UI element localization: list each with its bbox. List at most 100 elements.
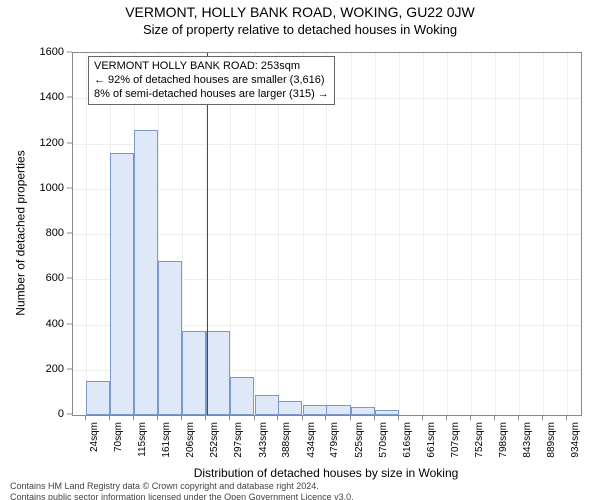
infobox-line2: ← 92% of detached houses are smaller (3,…: [94, 74, 329, 88]
x-tick-label: 707sqm: [450, 422, 461, 472]
y-tick-label: 1200: [0, 137, 64, 149]
x-tick-mark: [85, 415, 86, 420]
x-tick-label: 798sqm: [498, 422, 509, 472]
gridline-v: [351, 53, 352, 415]
histogram-bar: [351, 407, 375, 415]
histogram-bar: [110, 153, 134, 415]
chart-plot-area: [72, 52, 582, 416]
x-tick-label: 297sqm: [233, 422, 244, 472]
histogram-bar: [134, 130, 158, 415]
y-tick-label: 1000: [0, 182, 64, 194]
credits: Contains HM Land Registry data © Crown c…: [10, 481, 354, 500]
x-tick-label: 525sqm: [354, 422, 365, 472]
y-tick-mark: [67, 187, 72, 188]
gridline-v: [375, 53, 376, 415]
histogram-bar: [326, 405, 350, 415]
histogram-bar: [255, 395, 279, 415]
x-tick-mark: [398, 415, 399, 420]
gridline-v: [567, 53, 568, 415]
x-tick-mark: [350, 415, 351, 420]
gridline-v: [519, 53, 520, 415]
gridline-v: [86, 53, 87, 415]
gridline-v: [543, 53, 544, 415]
credits-line1: Contains HM Land Registry data © Crown c…: [10, 481, 354, 491]
x-tick-mark: [566, 415, 567, 420]
x-axis-label: Distribution of detached houses by size …: [72, 466, 580, 480]
x-tick-label: 206sqm: [185, 422, 196, 472]
y-tick-mark: [67, 97, 72, 98]
x-tick-label: 934sqm: [570, 422, 581, 472]
x-tick-mark: [494, 415, 495, 420]
x-tick-label: 115sqm: [137, 422, 148, 472]
gridline-v: [495, 53, 496, 415]
x-tick-label: 70sqm: [113, 422, 124, 472]
chart-title-sub: Size of property relative to detached ho…: [0, 22, 600, 37]
histogram-bar: [375, 410, 399, 415]
histogram-bar: [230, 377, 254, 415]
y-tick-label: 0: [0, 408, 64, 420]
gridline-v: [255, 53, 256, 415]
histogram-bar: [303, 405, 327, 415]
gridline-v: [303, 53, 304, 415]
y-tick-label: 1400: [0, 91, 64, 103]
chart-title-main: VERMONT, HOLLY BANK ROAD, WOKING, GU22 0…: [0, 4, 600, 20]
infobox-line1: VERMONT HOLLY BANK ROAD: 253sqm: [94, 60, 329, 74]
gridline-v: [423, 53, 424, 415]
x-tick-mark: [133, 415, 134, 420]
y-tick-mark: [67, 368, 72, 369]
y-tick-mark: [67, 278, 72, 279]
x-tick-mark: [302, 415, 303, 420]
histogram-bar: [86, 381, 110, 415]
x-tick-mark: [325, 415, 326, 420]
gridline-v: [471, 53, 472, 415]
histogram-bar: [182, 331, 206, 415]
x-tick-mark: [157, 415, 158, 420]
x-tick-mark: [254, 415, 255, 420]
x-tick-label: 616sqm: [402, 422, 413, 472]
histogram-bar: [206, 331, 230, 415]
y-tick-label: 600: [0, 272, 64, 284]
gridline-v: [447, 53, 448, 415]
x-tick-mark: [277, 415, 278, 420]
y-tick-label: 200: [0, 363, 64, 375]
x-tick-label: 388sqm: [281, 422, 292, 472]
x-tick-label: 889sqm: [546, 422, 557, 472]
chart-info-box: VERMONT HOLLY BANK ROAD: 253sqm ← 92% of…: [88, 56, 335, 105]
x-tick-label: 570sqm: [378, 422, 389, 472]
gridline-v: [399, 53, 400, 415]
gridline-v: [326, 53, 327, 415]
x-tick-mark: [446, 415, 447, 420]
x-tick-label: 434sqm: [306, 422, 317, 472]
x-tick-label: 661sqm: [426, 422, 437, 472]
gridline-v: [278, 53, 279, 415]
x-tick-mark: [205, 415, 206, 420]
y-tick-mark: [67, 233, 72, 234]
x-tick-label: 252sqm: [209, 422, 220, 472]
y-tick-mark: [67, 414, 72, 415]
reference-line: [207, 53, 208, 415]
y-tick-mark: [67, 52, 72, 53]
x-tick-label: 343sqm: [258, 422, 269, 472]
x-tick-label: 752sqm: [474, 422, 485, 472]
histogram-bar: [158, 261, 182, 415]
y-tick-label: 1600: [0, 46, 64, 58]
x-tick-label: 843sqm: [522, 422, 533, 472]
y-tick-label: 800: [0, 227, 64, 239]
x-tick-label: 24sqm: [89, 422, 100, 472]
x-tick-mark: [109, 415, 110, 420]
x-tick-label: 479sqm: [329, 422, 340, 472]
infobox-line3: 8% of semi-detached houses are larger (3…: [94, 88, 329, 102]
x-tick-label: 161sqm: [161, 422, 172, 472]
x-tick-mark: [518, 415, 519, 420]
y-tick-mark: [67, 142, 72, 143]
credits-line2: Contains public sector information licen…: [10, 492, 354, 500]
y-tick-mark: [67, 323, 72, 324]
x-tick-mark: [542, 415, 543, 420]
x-tick-mark: [470, 415, 471, 420]
x-tick-mark: [229, 415, 230, 420]
y-tick-label: 400: [0, 318, 64, 330]
histogram-bar: [278, 401, 302, 415]
x-tick-mark: [181, 415, 182, 420]
x-tick-mark: [374, 415, 375, 420]
x-tick-mark: [422, 415, 423, 420]
